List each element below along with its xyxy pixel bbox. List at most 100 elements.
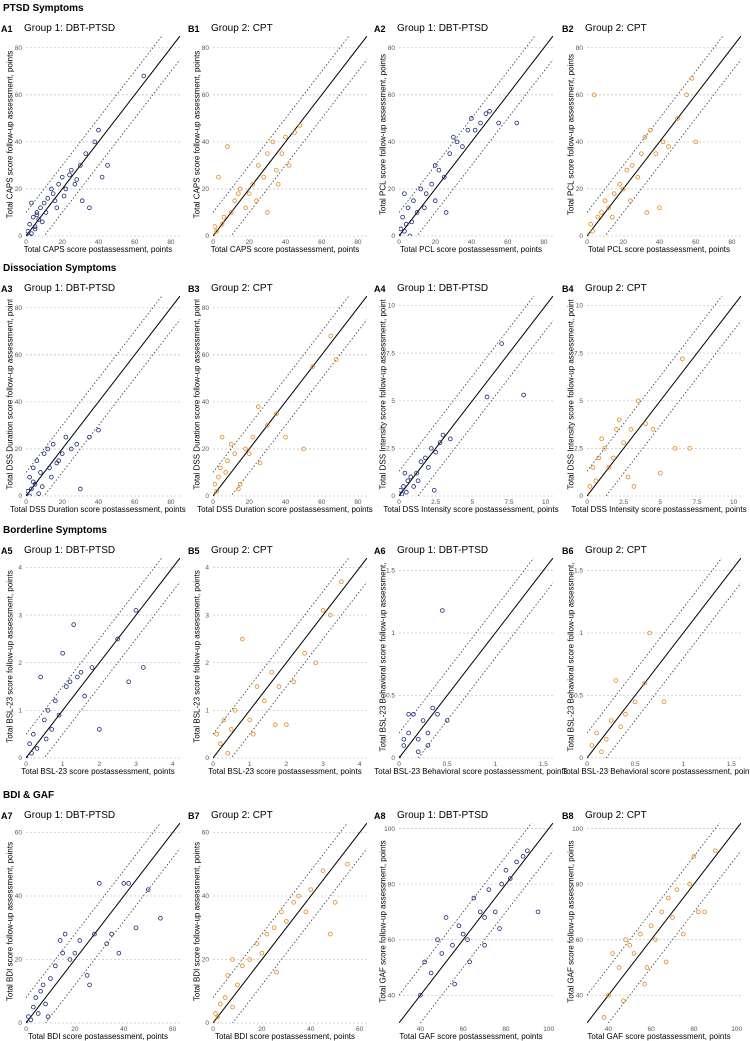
data-point <box>472 127 478 133</box>
panel-label: B3 <box>188 284 200 294</box>
data-point <box>29 750 34 756</box>
upper-band-line <box>26 558 163 735</box>
panel-title: Group 1: DBT-PTSD <box>24 23 116 34</box>
identity-line <box>399 558 553 758</box>
y-tick-label: 80 <box>15 305 23 312</box>
plot-area <box>213 823 367 1023</box>
data-point <box>31 1004 36 1010</box>
data-point <box>469 116 474 121</box>
data-point <box>133 608 139 613</box>
panel-label: A8 <box>374 811 386 821</box>
data-point <box>345 861 350 867</box>
data-point <box>145 887 151 892</box>
data-point <box>92 931 97 937</box>
data-point <box>240 636 245 642</box>
data-point <box>78 669 84 675</box>
plot-area <box>587 36 741 236</box>
y-tick-label: 100 <box>384 826 395 833</box>
plot-area <box>399 558 553 758</box>
x-axis-label: Total BDI score postassessment, points <box>214 1032 356 1041</box>
data-point <box>34 210 40 215</box>
data-point <box>426 465 431 470</box>
data-point <box>271 925 277 931</box>
scatter-plot: 00 20 20 40 40 60 60 80 80 <box>202 296 367 506</box>
x-tick-label: 0 <box>397 761 401 768</box>
x-axis-label: Total DSS Intensity score postassessment… <box>571 505 747 514</box>
y-tick-label: 0 <box>18 1020 22 1027</box>
data-point <box>647 630 652 636</box>
section-title-dissociation: Dissociation Symptoms <box>3 263 117 274</box>
scatter-plot: 00 20 20 40 40 60 60 80 80 <box>388 36 553 246</box>
y-tick-label: 3 <box>18 612 22 619</box>
data-point <box>525 848 530 854</box>
data-point <box>33 995 39 1000</box>
panel-b7: B7 Group 2: CPT 0 0 20 20 40 40 60 60 Total BDI sc… <box>187 809 372 1041</box>
data-point <box>254 684 260 689</box>
x-tick-label: 20 <box>432 239 440 246</box>
y-axis-label: Total DSS Intensity score follow-up asse… <box>378 299 388 490</box>
lower-band-line <box>605 320 741 496</box>
data-point <box>310 364 315 369</box>
data-point <box>628 427 634 432</box>
x-tick-label: 1 <box>248 761 252 768</box>
y-tick-label: 40 <box>202 139 210 146</box>
data-point <box>221 214 227 220</box>
y-axis-label: Total BSL-23 score follow-up assessment,… <box>192 570 202 743</box>
data-point <box>587 493 590 496</box>
identity-line <box>213 558 367 758</box>
data-point <box>588 221 593 227</box>
data-point <box>62 931 68 937</box>
data-point <box>650 427 656 432</box>
x-tick-label: 2 <box>98 761 102 768</box>
data-point <box>659 909 665 915</box>
data-point <box>40 219 45 225</box>
data-point <box>599 436 604 442</box>
data-point <box>228 441 234 447</box>
data-point <box>409 219 414 225</box>
x-tick-label: 80 <box>540 239 548 246</box>
x-tick-label: 2.5 <box>619 499 628 506</box>
data-point <box>450 942 455 948</box>
data-point <box>320 608 326 613</box>
data-point <box>273 722 278 727</box>
y-tick-label: 1 <box>205 708 209 715</box>
data-point <box>623 711 628 717</box>
data-point <box>460 931 466 937</box>
x-tick-label: 0 <box>397 499 401 506</box>
plot-area <box>587 558 741 758</box>
x-tick-label: 0 <box>397 239 401 246</box>
section-title-ptsd: PTSD Symptoms <box>3 3 84 14</box>
x-tick-label: 3 <box>321 761 325 768</box>
panel-label: A1 <box>1 24 13 34</box>
x-tick-label: 7.5 <box>504 499 513 506</box>
data-point <box>486 887 492 892</box>
data-point <box>32 226 38 232</box>
data-point <box>399 755 402 758</box>
x-tick-label: 2 <box>285 761 289 768</box>
y-tick-label: 20 <box>202 446 210 453</box>
y-tick-label: 0 <box>205 1020 209 1027</box>
data-point <box>45 196 51 201</box>
y-tick-label: 80 <box>576 45 584 52</box>
identity-line <box>587 823 741 1023</box>
y-axis-label: Total CAPS score follow-up assessment, p… <box>192 50 202 219</box>
data-point <box>436 167 442 173</box>
data-point <box>292 130 297 135</box>
data-point <box>507 876 513 881</box>
panel-title: Group 2: CPT <box>585 810 647 821</box>
plot-area <box>26 296 180 496</box>
y-tick-label: 1 <box>579 630 583 637</box>
data-point <box>43 1001 48 1007</box>
data-point <box>45 446 51 452</box>
data-point <box>411 198 416 204</box>
panel-label: B2 <box>562 24 574 34</box>
data-point <box>674 887 680 892</box>
data-point <box>418 992 423 998</box>
plot-area <box>587 823 741 1023</box>
y-tick-label: 1 <box>18 708 22 715</box>
data-point <box>339 579 344 585</box>
lower-band-line <box>232 848 367 1023</box>
lower-band-line <box>607 850 741 1023</box>
data-point <box>279 909 284 915</box>
x-axis-label: Total CAPS score postassessment, points <box>210 245 360 254</box>
